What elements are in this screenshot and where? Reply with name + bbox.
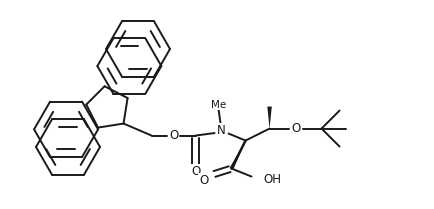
Text: O: O — [191, 165, 200, 178]
Text: N: N — [217, 124, 226, 137]
Text: O: O — [199, 174, 208, 187]
Polygon shape — [267, 107, 272, 129]
Text: Me: Me — [211, 99, 226, 110]
Text: OH: OH — [263, 173, 282, 186]
Text: O: O — [291, 122, 300, 135]
Text: O: O — [169, 129, 178, 142]
Polygon shape — [230, 141, 246, 169]
